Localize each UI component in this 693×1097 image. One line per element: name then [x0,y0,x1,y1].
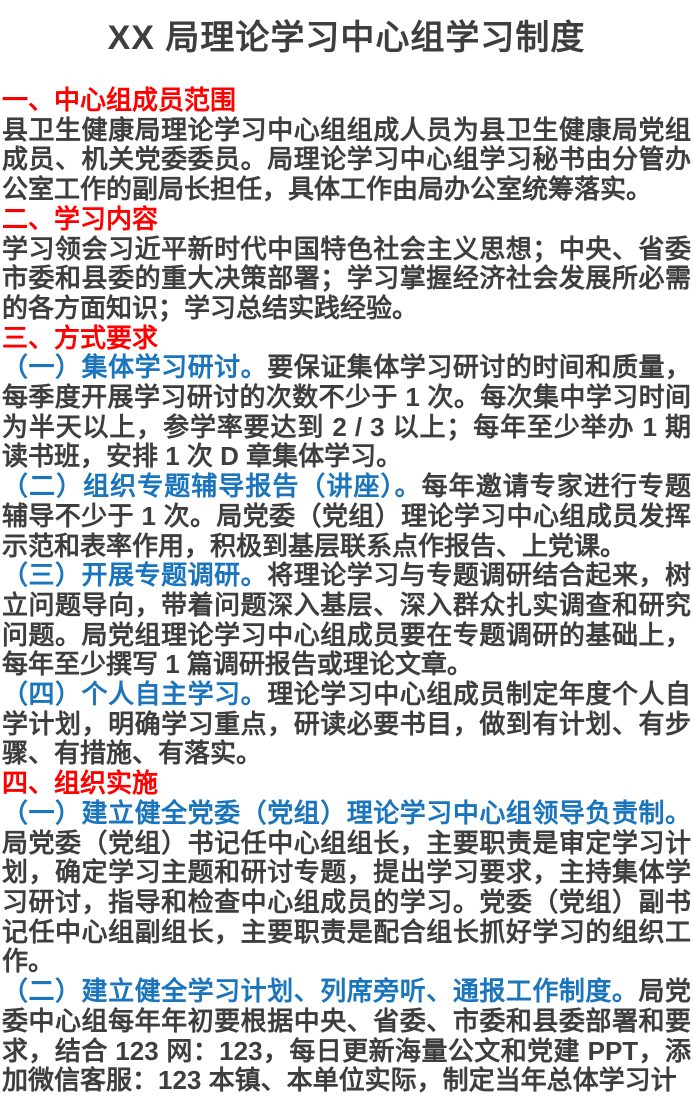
section-organization-implementation: 四、组织实施 （一）建立健全党委（党组）理论学习中心组领导负责制。局党委（党组）… [2,768,691,1096]
body-text: 理论学习中心组成员制定年度个人自学计划，明确学习重点，研读必要书目，做到有计划、… [2,679,691,769]
section-3-heading: 三、方式要求 [2,322,159,353]
body-text: 县卫生健康局理论学习中心组组成人员为县卫生健康局党组成员、机关党委委员。局理论学… [2,114,691,205]
section-method-requirements: 三、方式要求 （一）集体学习研讨。要保证集体学习研讨的时间和质量，每季度开展学习… [2,322,691,770]
item-lead: （二）组织专题辅导报告（讲座）。 [2,471,422,502]
section-study-content: 二、学习内容 学习领会习近平新时代中国特色社会主义思想；中央、省委市委和县委的重… [2,203,691,324]
body-text: 局党委（党组）书记任中心组组长，主要职责是审定学习计划，确定学习主题和研讨专题，… [2,827,691,977]
body-text: 学习领会习近平新时代中国特色社会主义思想；中央、省委市委和县委的重大决策部署；学… [2,233,691,323]
item-lead: （四）个人自主学习。 [2,679,268,710]
section-3-item-2: （二）组织专题辅导报告（讲座）。每年邀请专家进行专题辅导不少于 1 次。局党委（… [2,471,691,561]
section-2-paragraph: 学习领会习近平新时代中国特色社会主义思想；中央、省委市委和县委的重大决策部署；学… [2,233,691,324]
section-4-heading: 四、组织实施 [2,768,159,799]
item-lead: （二）建立健全学习计划、列席旁听、通报工作制度。 [2,976,639,1007]
item-lead: （一）集体学习研讨。 [2,352,268,383]
section-3-item-3: （三）开展专题调研。将理论学习与专题调研结合起来，树立问题导向，带着问题深入基层… [2,560,691,680]
item-lead: （一）建立健全党委（党组）理论学习中心组领导负责制。 [2,797,691,828]
section-1-paragraph: 县卫生健康局理论学习中心组组成人员为县卫生健康局党组成员、机关党委委员。局理论学… [2,114,691,205]
body-text: 将理论学习与专题调研结合起来，树立问题导向，带着问题深入基层、深入群众扎实调查和… [2,560,691,680]
document-title: XX 局理论学习中心组学习制度 [107,19,586,57]
section-4-item-1: （一）建立健全党委（党组）理论学习中心组领导负责制。局党委（党组）书记任中心组组… [2,797,691,977]
section-1-heading: 一、中心组成员范围 [2,85,237,115]
body-text: 要保证集体学习研讨的时间和质量，每季度开展学习研讨的次数不少于 1 次。每次集中… [2,352,691,472]
section-2-heading: 二、学习内容 [2,203,159,234]
section-4-item-2: （二）建立健全学习计划、列席旁听、通报工作制度。局党委中心组每年年初要根据中央、… [2,976,691,1096]
section-3-item-1: （一）集体学习研讨。要保证集体学习研讨的时间和质量，每季度开展学习研讨的次数不少… [2,352,691,472]
body-text: 局党委中心组每年年初要根据中央、省委、市委和县委部署和要求，结合 123 网：1… [2,976,691,1096]
section-member-scope: 一、中心组成员范围 县卫生健康局理论学习中心组组成人员为县卫生健康局党组成员、机… [2,85,691,205]
item-lead: （三）开展专题调研。 [2,560,268,591]
section-3-item-4: （四）个人自主学习。理论学习中心组成员制定年度个人自学计划，明确学习重点，研读必… [2,679,691,769]
body-text: 每年邀请专家进行专题辅导不少于 1 次。局党委（党组）理论学习中心组成员发挥示范… [2,471,691,561]
